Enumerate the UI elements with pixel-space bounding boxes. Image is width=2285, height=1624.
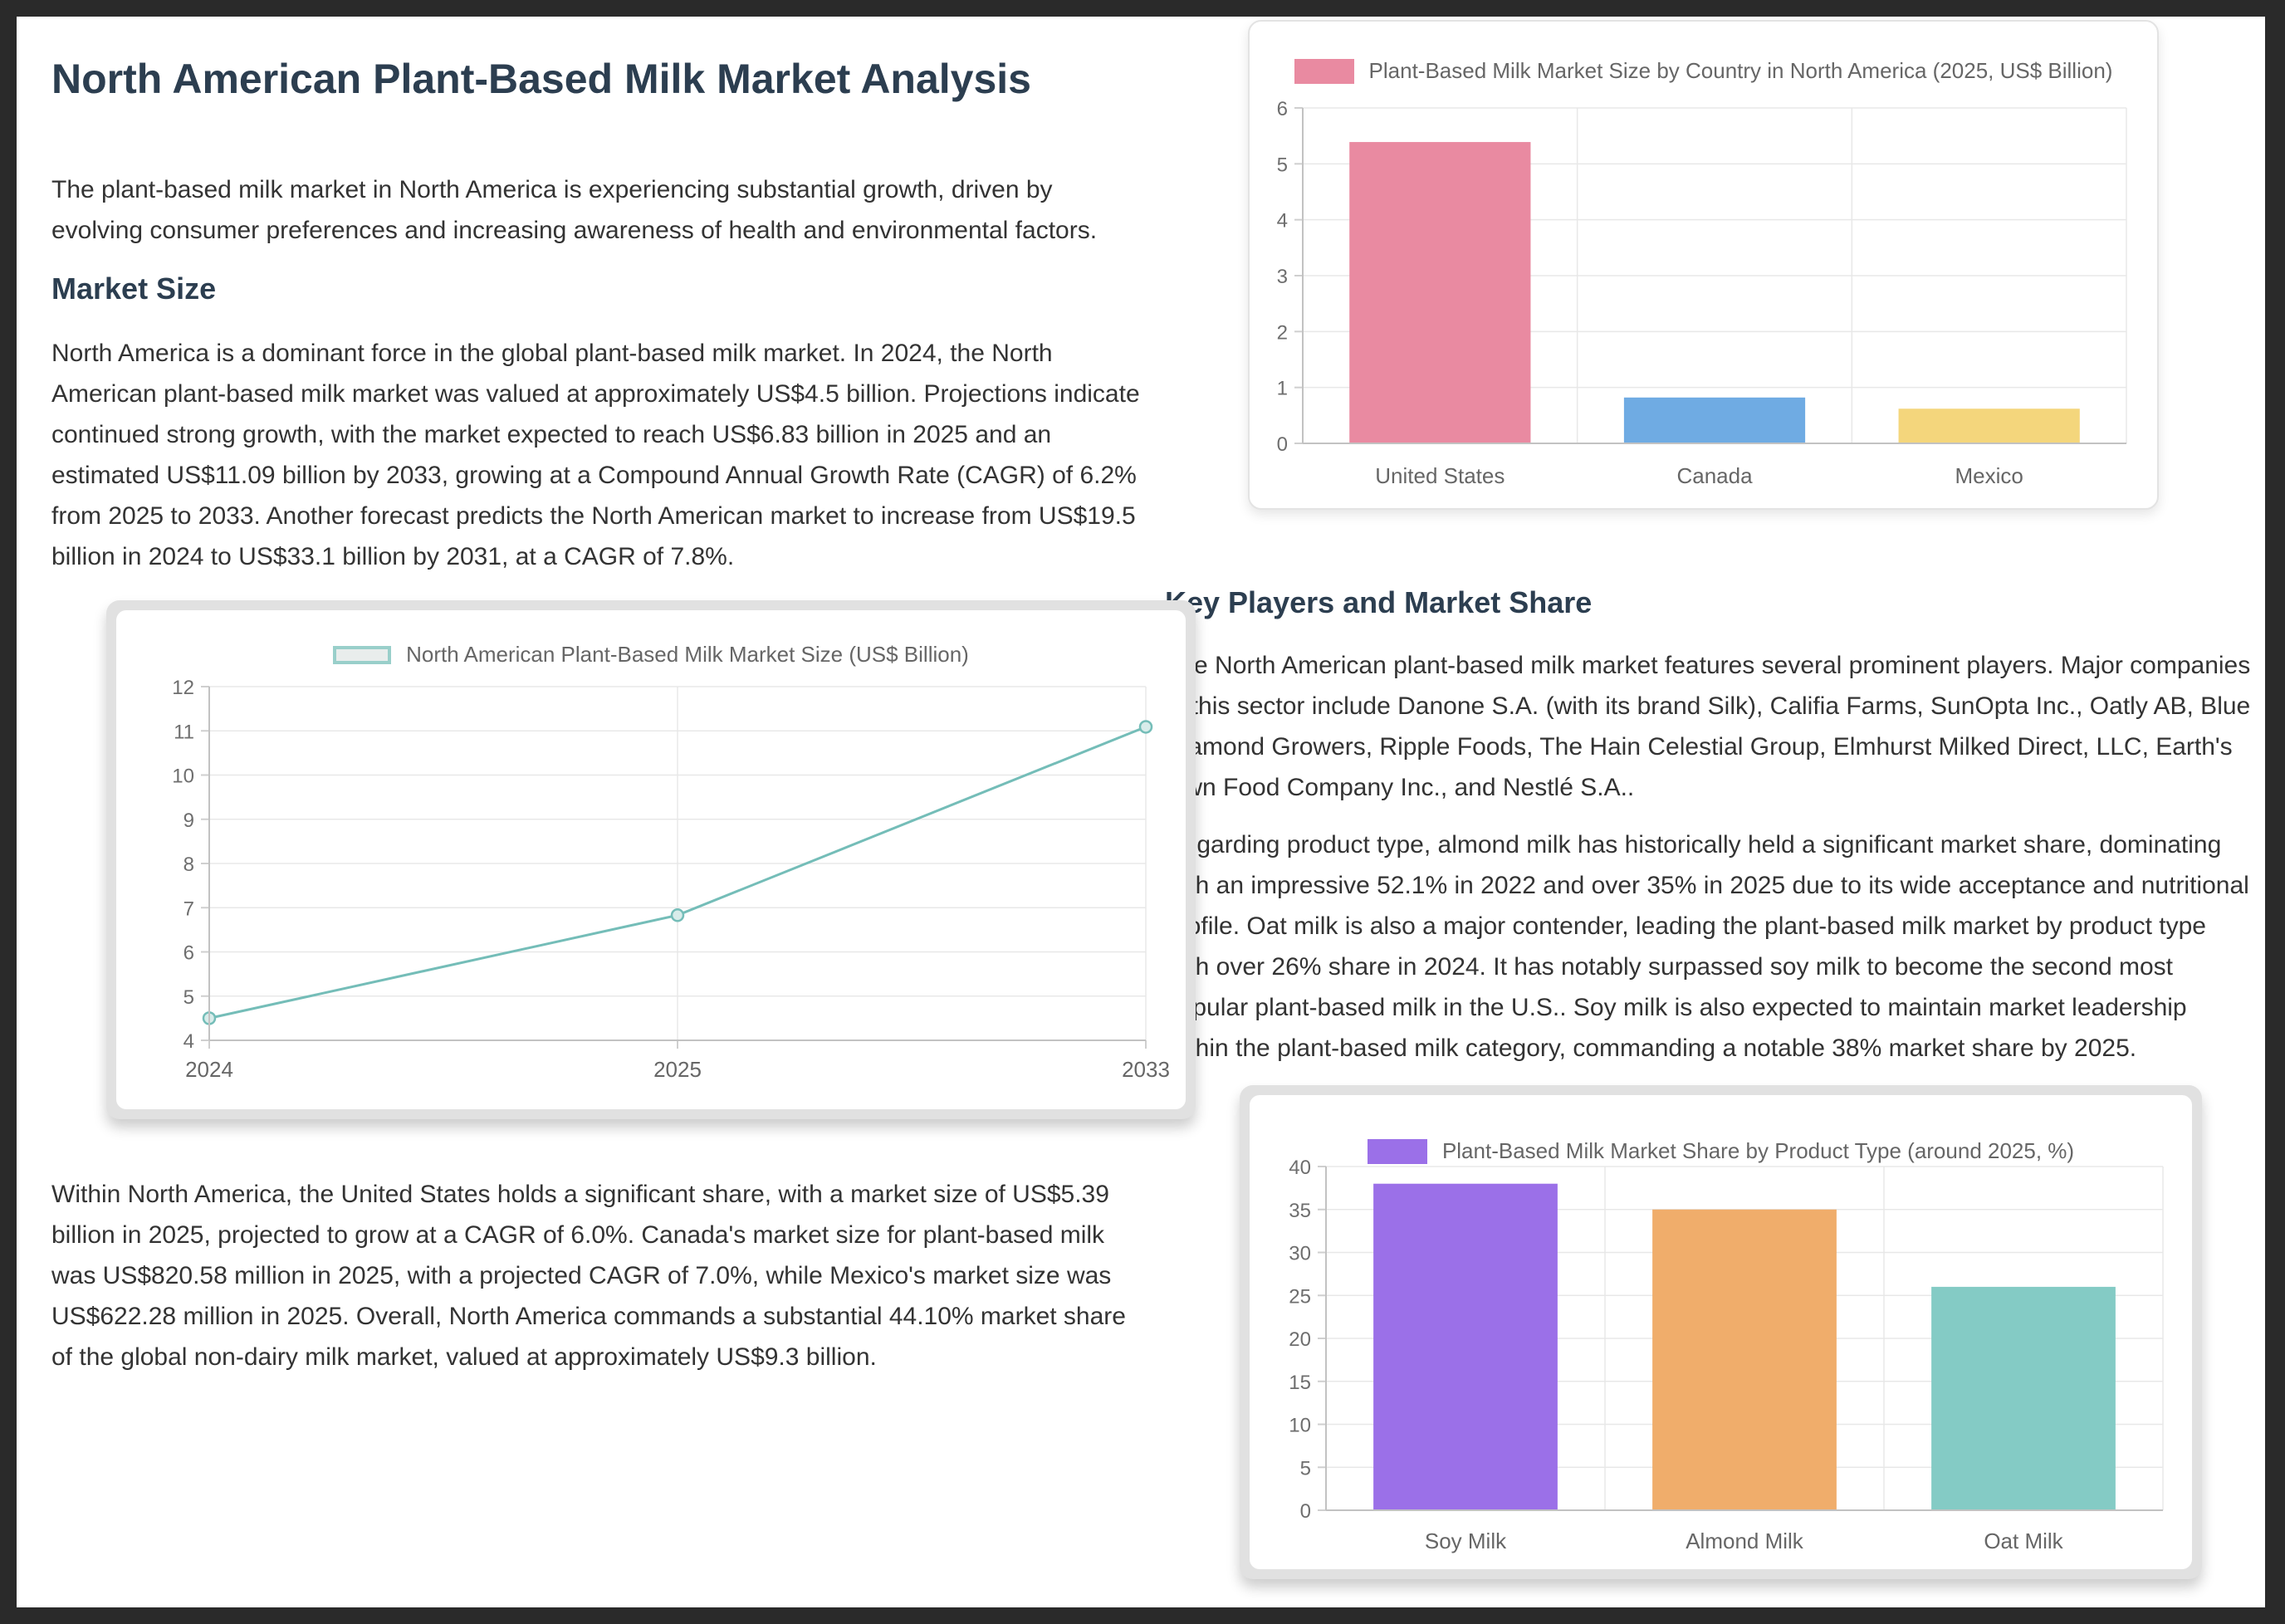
country-chart-legend[interactable]: Plant-Based Milk Market Size by Country …: [1250, 58, 2157, 84]
svg-text:4: 4: [183, 1030, 194, 1053]
market-size-line-chart-card: North American Plant-Based Milk Market S…: [106, 600, 1196, 1119]
svg-text:0: 0: [1300, 1500, 1311, 1523]
legend-label: Plant-Based Milk Market Share by Product…: [1441, 1138, 2075, 1163]
svg-text:3: 3: [1277, 266, 1288, 288]
legend-swatch: [333, 645, 392, 664]
product-share-bar-chart-card: Plant-Based Milk Market Share by Product…: [1240, 1085, 2202, 1579]
svg-text:9: 9: [183, 810, 194, 832]
svg-text:35: 35: [1289, 1200, 1311, 1222]
right-column: Plant-Based Milk Market Size by Country …: [1141, 17, 2265, 1607]
report-page: North American Plant-Based Milk Market A…: [17, 17, 2265, 1607]
legend-swatch: [1367, 1138, 1427, 1164]
key-players-heading: Key Players and Market Share: [1165, 585, 1593, 619]
svg-text:15: 15: [1289, 1372, 1311, 1394]
key-players-paragraph-1: The North American plant-based milk mark…: [1165, 652, 2251, 801]
svg-text:30: 30: [1289, 1243, 1311, 1265]
legend-label: Plant-Based Milk Market Size by Country …: [1368, 58, 2113, 83]
svg-text:10: 10: [1289, 1415, 1311, 1437]
svg-text:5: 5: [1300, 1457, 1311, 1480]
line-chart-panel: North American Plant-Based Milk Market S…: [116, 610, 1186, 1109]
svg-text:6: 6: [183, 942, 194, 965]
svg-text:2025: 2025: [653, 1057, 702, 1082]
svg-text:2033: 2033: [1122, 1057, 1170, 1082]
left-column: North American Plant-Based Milk Market A…: [17, 17, 1196, 1607]
line-chart-canvas: 4 5 6 7 8 9 10 11 12 2024 2025 2033: [116, 610, 1186, 1109]
country-bar-chart-card: Plant-Based Milk Market Size by Country …: [1248, 20, 2159, 510]
svg-text:Canada: Canada: [1676, 463, 1753, 488]
product-share-panel: Plant-Based Milk Market Share by Product…: [1250, 1095, 2192, 1569]
svg-text:Mexico: Mexico: [1955, 463, 2023, 488]
svg-text:4: 4: [1277, 210, 1288, 232]
product-share-legend[interactable]: Plant-Based Milk Market Share by Product…: [1250, 1138, 2192, 1164]
intro-paragraph: The plant-based milk market in North Ame…: [51, 176, 1098, 244]
svg-text:United States: United States: [1375, 463, 1505, 488]
svg-text:5: 5: [1277, 154, 1288, 176]
svg-text:Almond Milk: Almond Milk: [1686, 1529, 1804, 1553]
svg-text:7: 7: [183, 898, 194, 920]
svg-text:5: 5: [183, 986, 194, 1009]
svg-text:0: 0: [1277, 433, 1288, 456]
svg-text:1: 1: [1277, 378, 1288, 400]
svg-text:25: 25: [1289, 1285, 1311, 1308]
legend-label: North American Plant-Based Milk Market S…: [406, 642, 969, 667]
market-size-heading: Market Size: [51, 271, 217, 306]
product-type-bar-chart-canvas: 0 5 10 15 20 25 30 35 40 Soy Milk Almond Milk Oat M…: [1250, 1095, 2192, 1569]
svg-text:10: 10: [172, 766, 194, 788]
svg-text:8: 8: [183, 854, 194, 876]
svg-text:6: 6: [1277, 98, 1288, 120]
legend-swatch: [1294, 58, 1354, 84]
svg-text:40: 40: [1289, 1157, 1311, 1179]
svg-text:12: 12: [172, 677, 194, 699]
svg-text:11: 11: [174, 721, 194, 743]
page-title: North American Plant-Based Milk Market A…: [51, 56, 1031, 102]
market-size-paragraph-2: Within North America, the United States …: [51, 1181, 1126, 1371]
svg-text:2: 2: [1277, 321, 1288, 344]
market-size-paragraph-1: North America is a dominant force in the…: [51, 340, 1140, 570]
svg-text:Soy Milk: Soy Milk: [1425, 1529, 1507, 1553]
line-chart-legend[interactable]: North American Plant-Based Milk Market S…: [116, 642, 1186, 668]
svg-text:20: 20: [1289, 1328, 1311, 1351]
country-bar-chart-canvas: 0 1 2 3 4 5 6 United States Canada Mexico: [1250, 22, 2157, 508]
svg-text:2024: 2024: [185, 1057, 233, 1082]
key-players-paragraph-2: Regarding product type, almond milk has …: [1165, 831, 2249, 1062]
svg-text:Oat Milk: Oat Milk: [1984, 1529, 2063, 1553]
